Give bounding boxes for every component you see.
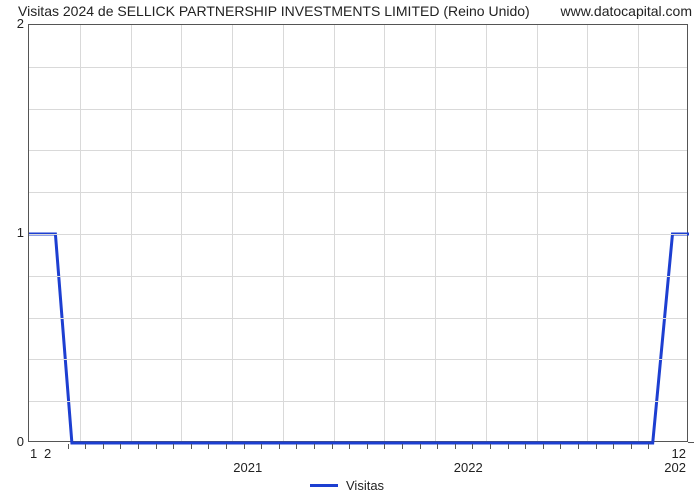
x-minor-tick [296, 444, 297, 449]
gridline-vertical [283, 25, 284, 441]
x-minor-tick [596, 444, 597, 449]
x-minor-tick [156, 444, 157, 449]
x-left-label: 1 [30, 446, 37, 461]
legend-swatch-icon [310, 484, 338, 487]
x-right-label: 12 [672, 446, 686, 461]
x-minor-tick [226, 444, 227, 449]
x-minor-tick [138, 444, 139, 449]
gridline-horizontal [29, 234, 687, 235]
x-minor-tick [508, 444, 509, 449]
gridline-vertical [384, 25, 385, 441]
y-tick-label: 2 [4, 16, 24, 31]
gridline-horizontal [29, 192, 687, 193]
x-major-label: 2021 [233, 460, 262, 475]
x-minor-tick [244, 444, 245, 449]
gridline-vertical [486, 25, 487, 441]
gridline-vertical [537, 25, 538, 441]
gridline-vertical [334, 25, 335, 441]
x-minor-tick [420, 444, 421, 449]
x-minor-tick [648, 444, 649, 449]
x-minor-tick [543, 444, 544, 449]
legend: Visitas [310, 478, 384, 493]
x-minor-tick [490, 444, 491, 449]
gridline-vertical [587, 25, 588, 441]
gridline-vertical [131, 25, 132, 441]
legend-label: Visitas [346, 478, 384, 493]
x-minor-tick [120, 444, 121, 449]
x-minor-tick [613, 444, 614, 449]
gridline-vertical [181, 25, 182, 441]
gridline-vertical [638, 25, 639, 441]
y-tick-label: 0 [4, 434, 24, 449]
watermark-text: www.datocapital.com [560, 3, 692, 19]
gridline-horizontal [29, 276, 687, 277]
gridline-vertical [232, 25, 233, 441]
chart-container: Visitas 2024 de SELLICK PARTNERSHIP INVE… [0, 0, 700, 500]
x-minor-tick [349, 444, 350, 449]
gridline-horizontal [29, 318, 687, 319]
x-major-label: 2022 [454, 460, 483, 475]
gridline-vertical [80, 25, 81, 441]
x-minor-tick [314, 444, 315, 449]
x-minor-tick [472, 444, 473, 449]
x-minor-tick [578, 444, 579, 449]
plot-area [28, 24, 688, 442]
gridline-horizontal [29, 150, 687, 151]
axis-extension [688, 442, 694, 443]
x-minor-tick [367, 444, 368, 449]
chart-title: Visitas 2024 de SELLICK PARTNERSHIP INVE… [18, 3, 530, 19]
x-minor-tick [437, 444, 438, 449]
x-minor-tick [173, 444, 174, 449]
x-minor-tick [332, 444, 333, 449]
x-minor-tick [191, 444, 192, 449]
x-minor-tick [631, 444, 632, 449]
x-minor-tick [560, 444, 561, 449]
x-minor-tick [455, 444, 456, 449]
x-minor-tick [525, 444, 526, 449]
gridline-horizontal [29, 359, 687, 360]
x-minor-tick [208, 444, 209, 449]
x-minor-tick [402, 444, 403, 449]
gridline-horizontal [29, 109, 687, 110]
x-minor-tick [68, 444, 69, 449]
gridline-horizontal [29, 67, 687, 68]
y-tick-label: 1 [4, 225, 24, 240]
x-minor-tick [279, 444, 280, 449]
gridline-vertical [435, 25, 436, 441]
x-minor-tick [384, 444, 385, 449]
x-minor-tick [103, 444, 104, 449]
gridline-horizontal [29, 401, 687, 402]
x-minor-tick [261, 444, 262, 449]
x-minor-tick [85, 444, 86, 449]
x-right-label: 202 [664, 460, 686, 475]
x-left-label: 2 [44, 446, 51, 461]
